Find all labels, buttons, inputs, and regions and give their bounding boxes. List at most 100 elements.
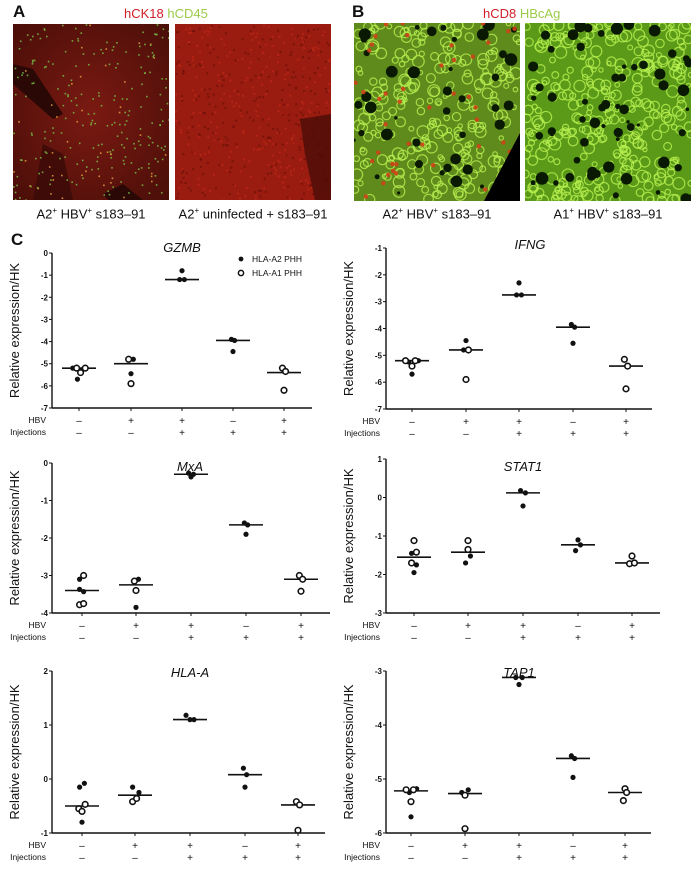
data-point-hla-a2 [133,604,139,610]
data-point-hla-a2 [460,347,467,353]
stain-label-hcd45: hCD45 [167,6,208,21]
chart-title: STAT1 [504,459,543,474]
data-point-hla-a1 [127,380,135,388]
injection-condition: – [465,633,471,644]
data-point-hla-a2 [465,787,471,793]
data-point-hla-a2 [572,324,578,330]
data-point-hla-a2 [516,280,522,286]
hbv-condition: – [79,841,85,852]
injection-condition: + [629,633,635,644]
chart-title: HLA-A [171,665,209,680]
micrograph-a1-hbv-hcd8 [525,23,691,201]
data-point-hla-a2 [81,589,87,595]
data-point-hla-a2 [462,560,469,566]
panel-a-label: A [13,2,26,21]
data-point-hla-a2 [185,470,192,476]
data-point-hla-a1 [628,552,636,560]
panel-c-label: C [11,230,24,249]
data-point-hla-a1 [464,537,472,545]
data-point-hla-a2 [243,772,250,778]
injection-condition: + [187,853,193,864]
injection-condition: – [128,428,134,439]
y-tick-label: -1 [41,497,49,506]
data-point-hla-a1 [299,575,307,583]
stain-label-hcd8: hCD8 [483,6,517,21]
stain-label-hbcag: HBcAg [519,6,561,21]
data-point-hla-a2 [577,542,584,548]
injection-condition: + [570,429,576,440]
data-point-hla-a2 [181,276,187,283]
y-axis-label: Relative expression/HK [7,263,22,398]
data-point-hla-a1 [409,786,418,794]
data-point-hla-a1 [462,375,470,384]
data-point-hla-a2 [240,765,247,771]
data-point-hla-a2 [522,490,529,496]
injection-condition: – [76,428,82,439]
data-point-hla-a2 [81,780,87,786]
micrograph-image [175,24,331,200]
row-label-hbv: HBV [29,620,47,630]
injection-condition: – [408,853,414,864]
data-point-hla-a2 [183,712,189,718]
hbv-condition: + [629,621,635,632]
data-point-hla-a1 [411,357,419,365]
injection-condition: + [570,853,576,864]
data-point-hla-a2 [130,356,136,362]
data-point-hla-a1 [412,548,421,556]
micrograph-image [13,24,169,200]
data-point-hla-a1 [295,801,304,809]
data-point-hla-a1 [297,587,305,595]
data-point-hla-a2 [76,586,83,592]
data-point-hla-a2 [575,537,581,543]
data-point-hla-a2 [513,674,519,681]
y-tick-label: -3 [375,298,383,307]
data-point-hla-a2 [408,814,414,820]
data-point-hla-a2 [177,276,183,283]
hbv-condition: + [132,841,138,852]
data-point-hla-a1 [461,825,469,833]
y-tick-label: -5 [375,351,383,360]
filled-circle-icon [238,256,244,262]
panel-b-stain-legend: hCD8 HBcAg [483,6,560,21]
chart-gzmb: GZMB Relative expression/HK 0 -1 -2 -3 -4 -5 -6 -… [7,240,312,439]
chart-hla-a: HLA-A Relative expression/HK 2 1 0 -1 HBV Injec… [7,665,325,864]
hbv-condition: + [622,841,628,852]
hbv-condition: – [411,621,417,632]
hbv-condition: + [128,416,134,427]
data-point-hla-a2 [136,789,142,796]
row-label-injections: Injections [344,632,380,642]
data-point-hla-a2 [516,681,522,688]
hbv-condition: + [133,621,139,632]
injection-condition: – [79,633,85,644]
y-tick-label: -3 [375,609,383,618]
data-point-hla-a2 [409,371,415,377]
y-tick-label: -7 [41,404,49,413]
data-point-hla-a2 [413,562,420,568]
micrograph-image [354,23,520,201]
data-point-hla-a1 [294,826,302,834]
injection-condition: – [133,633,139,644]
data-point-hla-a2 [245,522,251,528]
y-tick-label: -4 [375,325,383,334]
y-axis-label: Relative expression/HK [341,261,356,396]
panel-b-label: B [352,2,365,21]
injection-condition: + [516,853,522,864]
data-point-hla-a1 [125,355,133,363]
data-point-hla-a1 [80,600,88,608]
data-point-hla-a2 [463,337,469,344]
data-point-hla-a1 [410,537,418,545]
micrograph-a2-uninfected [175,24,331,200]
data-point-hla-a2 [518,292,525,298]
row-label-hbv: HBV [363,416,381,426]
hbv-condition: – [409,417,415,428]
data-point-hla-a1 [624,362,632,370]
y-tick-label: -4 [375,721,383,730]
data-point-hla-a1 [132,586,140,595]
data-point-hla-a1 [622,385,630,393]
data-point-hla-a2 [570,340,576,346]
injection-condition: + [281,428,287,439]
data-point-hla-a2 [179,268,185,274]
data-point-hla-a1 [130,577,138,585]
hbv-condition: + [516,417,522,428]
